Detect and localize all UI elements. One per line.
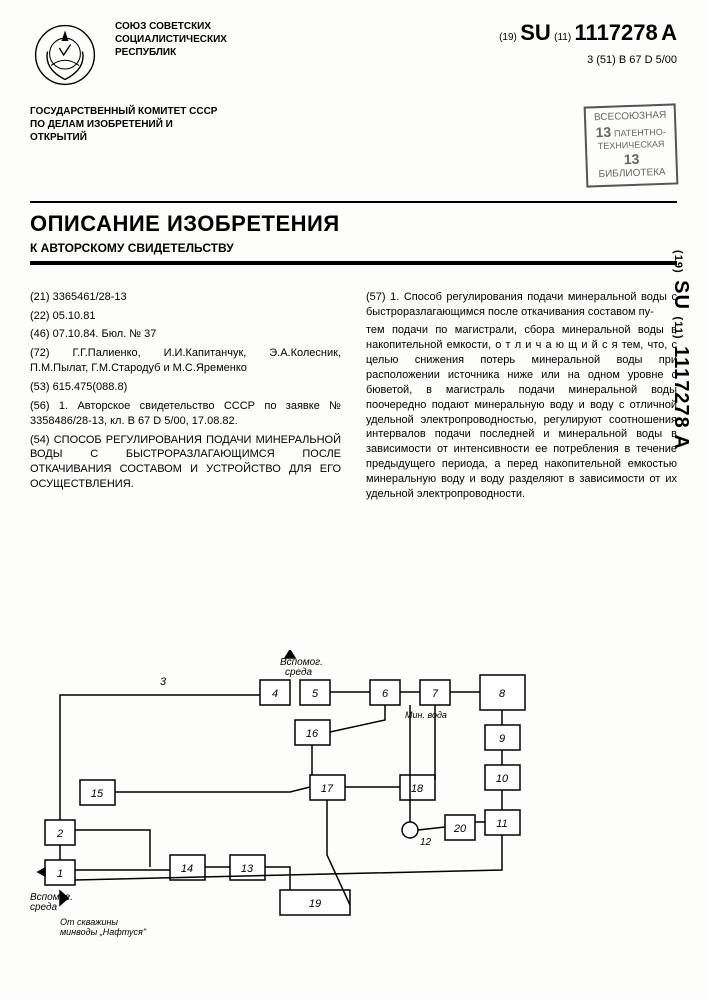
block-diagram: 4 5 6 7 8 16 9 10 15 17 18 2 20 11 12 1 <box>30 650 580 940</box>
field-54: (54) СПОСОБ РЕГУЛИРОВАНИЯ ПОДАЧИ МИНЕРАЛ… <box>30 433 341 492</box>
svg-text:18: 18 <box>411 783 424 795</box>
field-72: (72) Г.Г.Палиенко, И.И.Капитанчук, Э.А.К… <box>30 346 341 376</box>
svg-text:20: 20 <box>453 823 467 835</box>
ussr-emblem-icon <box>30 20 100 90</box>
svg-text:От скважины: От скважины <box>60 917 118 927</box>
svg-text:3: 3 <box>160 676 167 688</box>
library-stamp-icon: ВСЕСОЮЗНАЯ 13 ПАТЕНТНО- ТЕХНИЧЕСКАЯ 13 Б… <box>583 103 678 187</box>
union-line: РЕСПУБЛИК <box>115 46 499 59</box>
svg-text:4: 4 <box>272 688 278 700</box>
svg-text:13: 13 <box>241 863 254 875</box>
committee-text: ГОСУДАРСТВЕННЫЙ КОМИТЕТ СССР ПО ДЕЛАМ ИЗ… <box>30 105 230 144</box>
union-text: СОЮЗ СОВЕТСКИХ СОЦИАЛИСТИЧЕСКИХ РЕСПУБЛИ… <box>115 20 499 59</box>
page: СОЮЗ СОВЕТСКИХ СОЦИАЛИСТИЧЕСКИХ РЕСПУБЛИ… <box>0 0 707 1000</box>
field-22: (22) 05.10.81 <box>30 309 341 324</box>
svg-text:Мин. вода: Мин. вода <box>405 710 447 720</box>
svg-text:среда: среда <box>285 667 313 678</box>
svg-text:12: 12 <box>420 837 432 848</box>
classification: 3 (51) B 67 D 5/00 <box>499 54 677 66</box>
abstract-continued: тем подачи по магистрали, сбора минераль… <box>366 323 677 501</box>
svg-text:10: 10 <box>496 773 509 785</box>
svg-text:5: 5 <box>312 688 319 700</box>
field-53: (53) 615.475(088.8) <box>30 380 341 395</box>
svg-text:2: 2 <box>56 828 63 840</box>
svg-text:14: 14 <box>181 863 193 875</box>
svg-text:15: 15 <box>91 788 104 800</box>
svg-text:19: 19 <box>309 898 321 910</box>
doc-number-line: (19) SU (11) 1117278 A <box>499 20 677 46</box>
title-sub: К АВТОРСКОМУ СВИДЕТЕЛЬСТВУ <box>30 241 677 255</box>
svg-text:8: 8 <box>499 688 506 700</box>
svg-text:9: 9 <box>499 733 505 745</box>
svg-text:7: 7 <box>432 688 439 700</box>
side-doc-number: (19) SU (11) 1117278 A <box>669 250 692 450</box>
field-46: (46) 07.10.84. Бюл. № 37 <box>30 327 341 342</box>
svg-text:6: 6 <box>382 688 389 700</box>
union-line: СОЮЗ СОВЕТСКИХ <box>115 20 499 33</box>
title-main: ОПИСАНИЕ ИЗОБРЕТЕНИЯ <box>30 211 677 237</box>
mid-section: ГОСУДАРСТВЕННЫЙ КОМИТЕТ СССР ПО ДЕЛАМ ИЗ… <box>0 100 707 191</box>
union-line: СОЦИАЛИСТИЧЕСКИХ <box>115 33 499 46</box>
title-bar: ОПИСАНИЕ ИЗОБРЕТЕНИЯ К АВТОРСКОМУ СВИДЕТ… <box>30 201 677 265</box>
svg-text:минводы „Нафтуся": минводы „Нафтуся" <box>60 927 147 937</box>
svg-text:11: 11 <box>496 818 507 830</box>
svg-text:среда: среда <box>30 902 58 913</box>
body-text: (21) 3365461/28-13 (22) 05.10.81 (46) 07… <box>0 275 707 585</box>
header: СОЮЗ СОВЕТСКИХ СОЦИАЛИСТИЧЕСКИХ РЕСПУБЛИ… <box>0 0 707 100</box>
svg-text:1: 1 <box>57 868 63 880</box>
svg-text:16: 16 <box>306 728 319 740</box>
doc-number-area: (19) SU (11) 1117278 A 3 (51) B 67 D 5/0… <box>499 20 677 66</box>
field-21: (21) 3365461/28-13 <box>30 290 341 305</box>
field-57: (57) 1. Способ регулирования подачи мине… <box>366 290 677 320</box>
field-56: (56) 1. Авторское свидетельство СССР по … <box>30 399 341 429</box>
svg-text:17: 17 <box>321 783 334 795</box>
